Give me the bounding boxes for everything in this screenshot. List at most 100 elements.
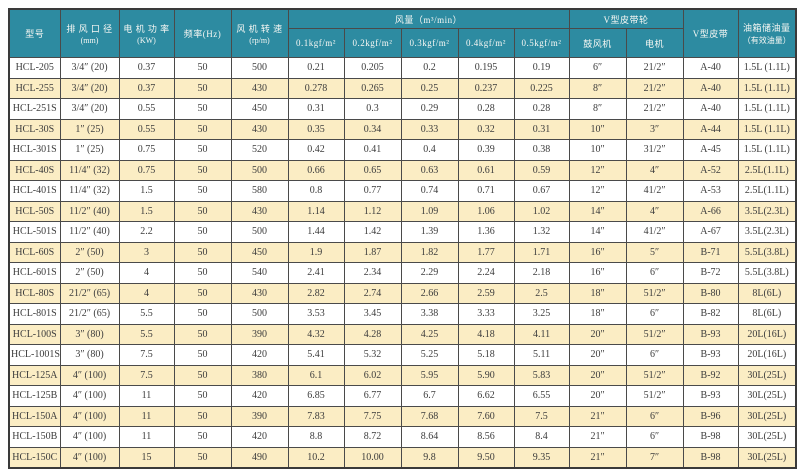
cell-frequency: 50 bbox=[173, 282, 232, 304]
cell-fan-speed: 390 bbox=[230, 323, 289, 345]
cell-pulley-blower: 14″ bbox=[568, 221, 627, 243]
table-row: HCL-601S 2″ (50) 4 50 540 2.41 2.34 2.29 2.24 2.1… bbox=[8, 262, 797, 284]
cell-airflow-0p4: 0.28 bbox=[457, 98, 515, 120]
cell-motor-power: 5.5 bbox=[118, 303, 175, 325]
cell-airflow-0p3: 8.64 bbox=[400, 426, 459, 448]
cell-motor-power: 0.75 bbox=[118, 159, 175, 181]
table-row: HCL-301S 1″ (25) 0.75 50 520 0.42 0.41 0.4 0.39 0… bbox=[8, 139, 797, 161]
cell-airflow-0p2: 2.34 bbox=[343, 262, 402, 284]
cell-pulley-motor: 21/2″ bbox=[625, 57, 684, 79]
cell-airflow-0p5: 7.5 bbox=[513, 405, 570, 427]
col-header-pulley-blower: 鼓风机 bbox=[568, 28, 627, 58]
cell-airflow-0p1: 0.35 bbox=[287, 118, 345, 140]
col-header-pulley-group: V型皮带轮 bbox=[568, 8, 684, 29]
cell-airflow-0p2: 8.72 bbox=[343, 426, 402, 448]
cell-v-belt: B-93 bbox=[682, 385, 739, 407]
col-header-outlet-unit: (mm) bbox=[80, 36, 99, 45]
cell-oil-capacity: 1.5L (1.1L) bbox=[737, 98, 797, 120]
cell-model: HCL-251S bbox=[8, 98, 61, 120]
table-row: HCL-40S 11/4″ (32) 0.75 50 500 0.66 0.65 0.63 0.… bbox=[8, 159, 797, 181]
cell-airflow-0p1: 3.53 bbox=[287, 303, 345, 325]
table-row: HCL-30S 1″ (25) 0.55 50 430 0.35 0.34 0.33 0.32 0… bbox=[8, 118, 797, 140]
cell-airflow-0p5: 1.02 bbox=[513, 200, 570, 222]
cell-outlet-diameter: 1″ (25) bbox=[59, 139, 120, 161]
cell-oil-capacity: 5.5L(3.8L) bbox=[737, 241, 797, 263]
cell-pulley-blower: 12″ bbox=[568, 159, 627, 181]
cell-outlet-diameter: 3″ (80) bbox=[59, 323, 120, 345]
cell-airflow-0p5: 0.59 bbox=[513, 159, 570, 181]
cell-frequency: 50 bbox=[173, 118, 232, 140]
cell-airflow-0p2: 1.42 bbox=[343, 221, 402, 243]
cell-pulley-motor: 31/2″ bbox=[625, 139, 684, 161]
cell-model: HCL-801S bbox=[8, 303, 61, 325]
cell-outlet-diameter: 11/4″ (32) bbox=[59, 159, 120, 181]
cell-airflow-0p4: 5.90 bbox=[457, 364, 515, 386]
table-row: HCL-150B 4″ (100) 11 50 420 8.8 8.72 8.64 8.56 8.… bbox=[8, 426, 797, 448]
table-header: 型号 排 风 口 径 (mm) 电 机 功 率 (KW) 频率(Hz) 风 机 … bbox=[8, 8, 797, 58]
cell-airflow-0p4: 1.77 bbox=[457, 241, 515, 263]
cell-airflow-0p1: 10.2 bbox=[287, 446, 345, 469]
cell-motor-power: 7.5 bbox=[118, 344, 175, 366]
cell-oil-capacity: 30L(25L) bbox=[737, 364, 797, 386]
cell-motor-power: 15 bbox=[118, 446, 175, 469]
cell-frequency: 50 bbox=[173, 98, 232, 120]
cell-pulley-motor: 7″ bbox=[625, 446, 684, 469]
cell-outlet-diameter: 21/2″ (65) bbox=[59, 282, 120, 304]
cell-fan-speed: 450 bbox=[230, 241, 289, 263]
cell-frequency: 50 bbox=[173, 364, 232, 386]
cell-model: HCL-150B bbox=[8, 426, 61, 448]
cell-airflow-0p5: 0.67 bbox=[513, 180, 570, 202]
cell-airflow-0p3: 1.82 bbox=[400, 241, 459, 263]
col-header-outlet-diameter: 排 风 口 径 (mm) bbox=[59, 8, 120, 58]
cell-outlet-diameter: 11/4″ (32) bbox=[59, 180, 120, 202]
cell-airflow-0p1: 1.44 bbox=[287, 221, 345, 243]
table-row: HCL-60S 2″ (50) 3 50 450 1.9 1.87 1.82 1.77 1.71 1… bbox=[8, 241, 797, 263]
cell-outlet-diameter: 1″ (25) bbox=[59, 118, 120, 140]
cell-airflow-0p4: 5.18 bbox=[457, 344, 515, 366]
cell-v-belt: A-67 bbox=[682, 221, 739, 243]
cell-pulley-blower: 18″ bbox=[568, 303, 627, 325]
cell-airflow-0p3: 2.66 bbox=[400, 282, 459, 304]
cell-v-belt: A-53 bbox=[682, 180, 739, 202]
table-row: HCL-255 3/4″ (20) 0.37 50 430 0.278 0.265 0.25 0… bbox=[8, 77, 797, 99]
cell-airflow-0p4: 0.61 bbox=[457, 159, 515, 181]
cell-fan-speed: 500 bbox=[230, 221, 289, 243]
cell-airflow-0p5: 1.32 bbox=[513, 221, 570, 243]
table-row: HCL-401S 11/4″ (32) 1.5 50 580 0.8 0.77 0.74 0.7… bbox=[8, 180, 797, 202]
cell-airflow-0p1: 8.8 bbox=[287, 426, 345, 448]
cell-airflow-0p3: 0.29 bbox=[400, 98, 459, 120]
cell-motor-power: 1.5 bbox=[118, 180, 175, 202]
cell-oil-capacity: 30L(25L) bbox=[737, 446, 797, 469]
cell-v-belt: B-93 bbox=[682, 344, 739, 366]
cell-airflow-0p3: 0.63 bbox=[400, 159, 459, 181]
cell-pulley-motor: 51/2″ bbox=[625, 364, 684, 386]
cell-motor-power: 3 bbox=[118, 241, 175, 263]
cell-airflow-0p4: 0.237 bbox=[457, 77, 515, 99]
cell-airflow-0p3: 0.74 bbox=[400, 180, 459, 202]
cell-airflow-0p1: 0.31 bbox=[287, 98, 345, 120]
cell-airflow-0p1: 6.1 bbox=[287, 364, 345, 386]
cell-airflow-0p4: 0.71 bbox=[457, 180, 515, 202]
cell-model: HCL-150A bbox=[8, 405, 61, 427]
cell-airflow-0p5: 2.5 bbox=[513, 282, 570, 304]
cell-airflow-0p1: 4.32 bbox=[287, 323, 345, 345]
cell-pulley-blower: 20″ bbox=[568, 344, 627, 366]
cell-pulley-motor: 21/2″ bbox=[625, 98, 684, 120]
table-row: HCL-801S 21/2″ (65) 5.5 50 500 3.53 3.45 3.38 3.… bbox=[8, 303, 797, 325]
cell-v-belt: A-40 bbox=[682, 98, 739, 120]
col-header-motor-power-title: 电 机 功 率 bbox=[123, 24, 170, 34]
cell-outlet-diameter: 4″ (100) bbox=[59, 426, 120, 448]
cell-oil-capacity: 3.5L(2.3L) bbox=[737, 200, 797, 222]
cell-model: HCL-301S bbox=[8, 139, 61, 161]
cell-pulley-blower: 21″ bbox=[568, 446, 627, 469]
col-header-pulley-motor: 电机 bbox=[625, 28, 684, 58]
cell-airflow-0p2: 0.205 bbox=[343, 57, 402, 79]
cell-airflow-0p3: 1.09 bbox=[400, 200, 459, 222]
cell-fan-speed: 490 bbox=[230, 446, 289, 469]
cell-airflow-0p4: 6.62 bbox=[457, 385, 515, 407]
cell-airflow-0p3: 3.38 bbox=[400, 303, 459, 325]
cell-pulley-blower: 18″ bbox=[568, 282, 627, 304]
cell-frequency: 50 bbox=[173, 344, 232, 366]
cell-fan-speed: 520 bbox=[230, 139, 289, 161]
cell-airflow-0p4: 9.50 bbox=[457, 446, 515, 469]
